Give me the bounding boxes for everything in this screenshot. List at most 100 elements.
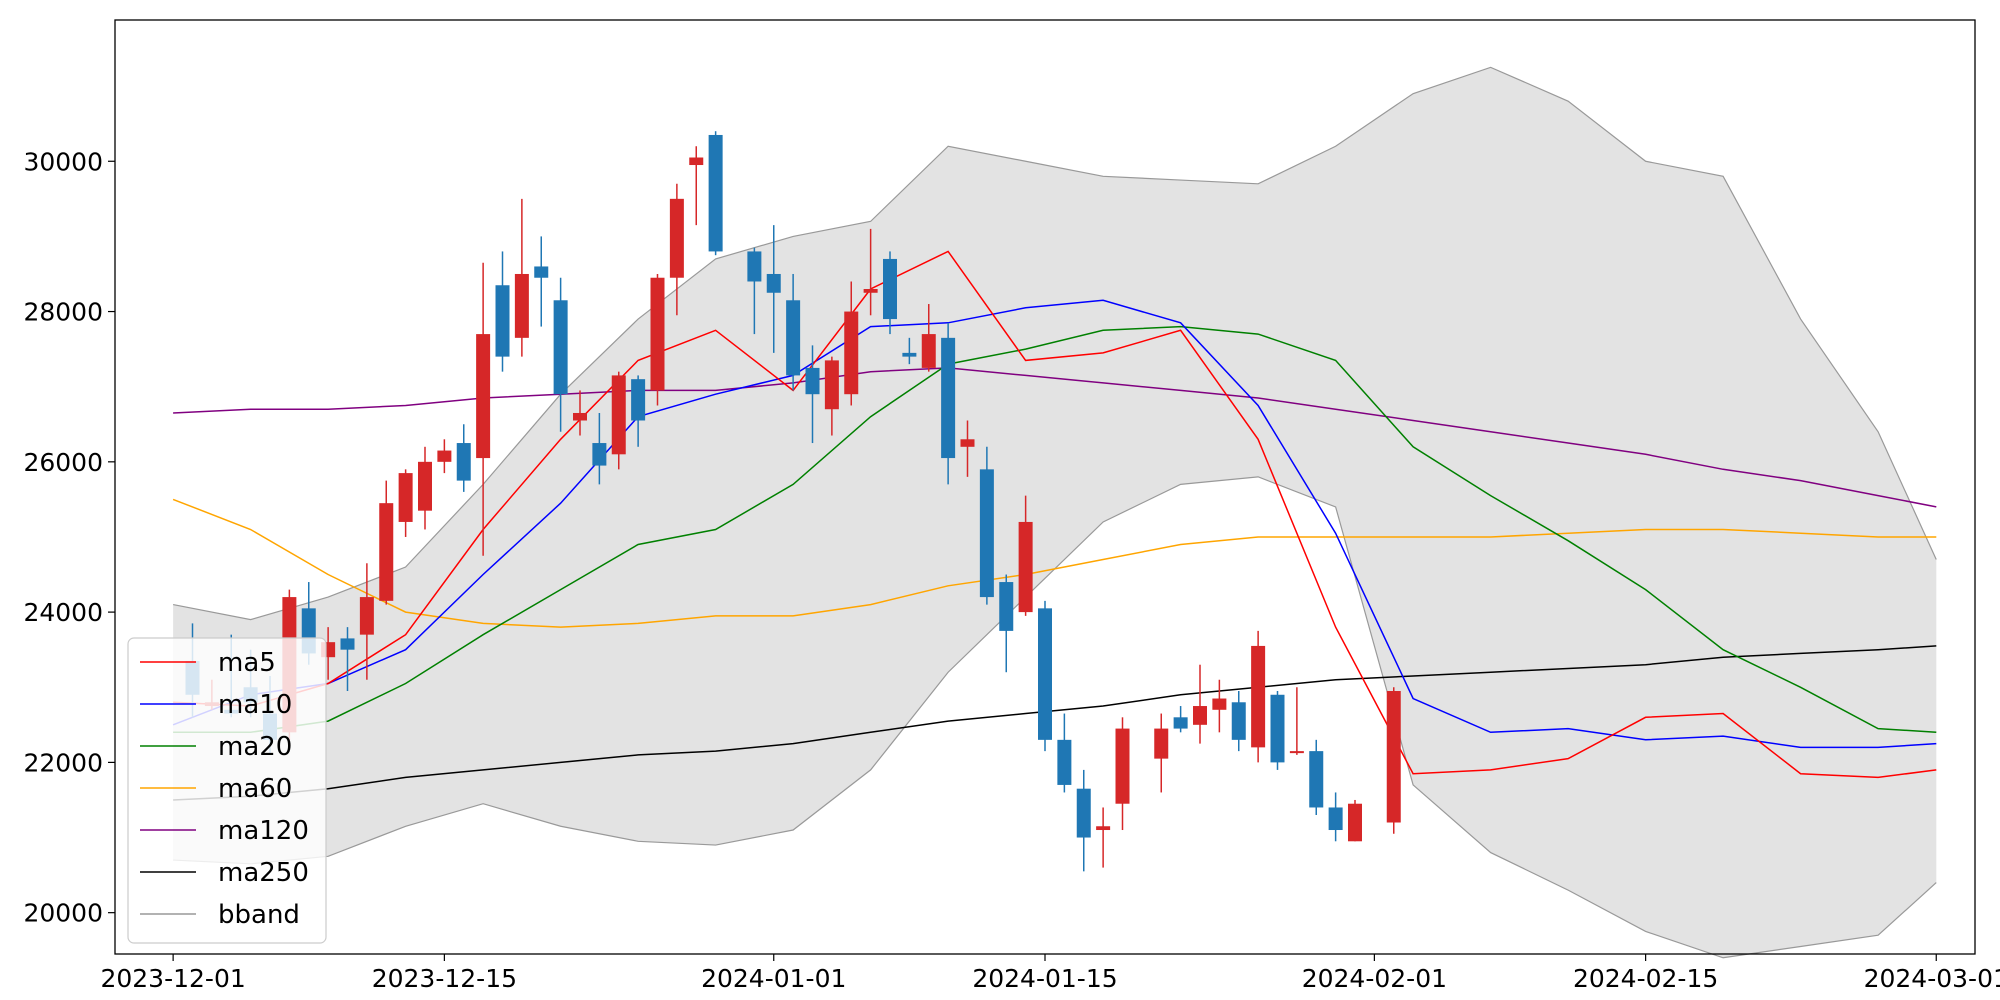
x-tick-label: 2024-03-01	[1864, 964, 2000, 993]
candle	[553, 277, 568, 432]
candle-body	[844, 311, 859, 395]
candle	[747, 247, 762, 335]
x-tick-label: 2024-01-15	[972, 964, 1117, 993]
candle	[1115, 717, 1130, 831]
candle	[1386, 687, 1401, 834]
candle	[844, 281, 859, 406]
candle	[650, 273, 665, 406]
ma60-line	[172, 498, 1937, 628]
candle-body	[1057, 739, 1072, 785]
candle	[437, 439, 452, 474]
candle	[863, 228, 878, 316]
legend-label-ma120: ma120	[218, 816, 309, 846]
candle-body	[1270, 694, 1285, 763]
bollinger-band	[173, 66, 1937, 959]
candle	[805, 345, 820, 444]
candle-body	[883, 258, 897, 320]
candle-body	[1386, 691, 1401, 823]
candle-body	[1328, 807, 1343, 831]
candle	[534, 236, 549, 327]
x-tick-label: 2024-01-01	[701, 964, 846, 993]
candle	[979, 446, 994, 605]
candle-body	[437, 450, 452, 462]
y-tick-label: 22000	[23, 748, 103, 777]
candle	[1173, 706, 1188, 733]
candle-body	[1212, 698, 1227, 710]
candle-body	[1018, 521, 1033, 613]
candle	[1231, 691, 1246, 752]
candle-body	[902, 352, 917, 357]
candle-body	[418, 461, 432, 511]
bband-lower-line	[173, 476, 1937, 959]
candle-body	[747, 251, 762, 282]
x-tick-label: 2023-12-01	[100, 964, 245, 993]
candle-body	[708, 134, 723, 252]
candle	[1270, 691, 1285, 770]
candle	[1076, 769, 1091, 872]
candle	[941, 322, 956, 485]
candle	[669, 183, 684, 316]
candle-body	[1231, 702, 1246, 740]
candle-body	[1193, 706, 1207, 725]
legend-label-ma10: ma10	[218, 690, 292, 720]
candle-body	[689, 157, 704, 166]
candle	[495, 251, 510, 372]
candle-body	[999, 582, 1014, 631]
candle	[592, 412, 607, 485]
ma10-line	[172, 299, 1937, 749]
candle	[1328, 792, 1343, 842]
candle-body	[611, 375, 626, 455]
candle	[476, 262, 491, 556]
candle-body	[631, 379, 646, 421]
candle	[766, 225, 781, 353]
candle	[708, 131, 723, 256]
candle-body	[1348, 803, 1362, 842]
bband-fill	[173, 67, 1937, 958]
candle	[1018, 495, 1033, 616]
candle	[1289, 687, 1304, 755]
legend-box	[127, 637, 327, 944]
candle-body	[398, 473, 413, 522]
ma120-line	[173, 367, 1937, 508]
candle-body	[1115, 728, 1130, 804]
candle-body	[786, 300, 801, 376]
candle	[1348, 799, 1362, 842]
candle-body	[379, 503, 394, 601]
candle-body	[766, 273, 781, 293]
candle-body	[534, 266, 549, 278]
y-axis: 20000 22000 24000 26000 28000 30000	[23, 147, 115, 928]
candle-body	[921, 334, 936, 368]
candle-body	[514, 273, 529, 338]
candle	[921, 304, 936, 372]
candle	[883, 251, 897, 335]
candle-body	[359, 597, 374, 635]
candle-body	[979, 469, 994, 598]
candle	[631, 375, 646, 447]
candle-body	[1038, 608, 1052, 740]
candle	[379, 480, 394, 605]
candle-body	[805, 367, 820, 395]
candle	[611, 371, 626, 470]
candle-body	[824, 360, 839, 410]
candle-body	[1309, 751, 1324, 808]
candle-body	[863, 289, 878, 293]
candle-body	[960, 439, 975, 447]
candle	[1251, 630, 1266, 763]
candle-body	[669, 198, 684, 278]
candle	[359, 563, 374, 680]
x-tick-label: 2023-12-15	[372, 964, 517, 993]
candle	[824, 356, 839, 436]
candle	[786, 273, 801, 391]
candle	[1096, 807, 1111, 868]
y-tick-label: 20000	[23, 899, 103, 928]
candle	[456, 424, 471, 492]
moving-average-lines	[172, 250, 1937, 801]
ma5-line	[173, 250, 1937, 779]
candle-body	[592, 443, 607, 466]
candle	[1193, 664, 1207, 744]
legend: ma5 ma10 ma20 ma60 ma120 ma250 bband	[127, 637, 327, 944]
x-axis: 2023-12-01 2023-12-15 2024-01-01 2024-01-15…	[100, 954, 2000, 993]
ma250-line	[173, 645, 1937, 801]
candle-body	[495, 285, 510, 357]
legend-label-ma60: ma60	[218, 774, 292, 804]
